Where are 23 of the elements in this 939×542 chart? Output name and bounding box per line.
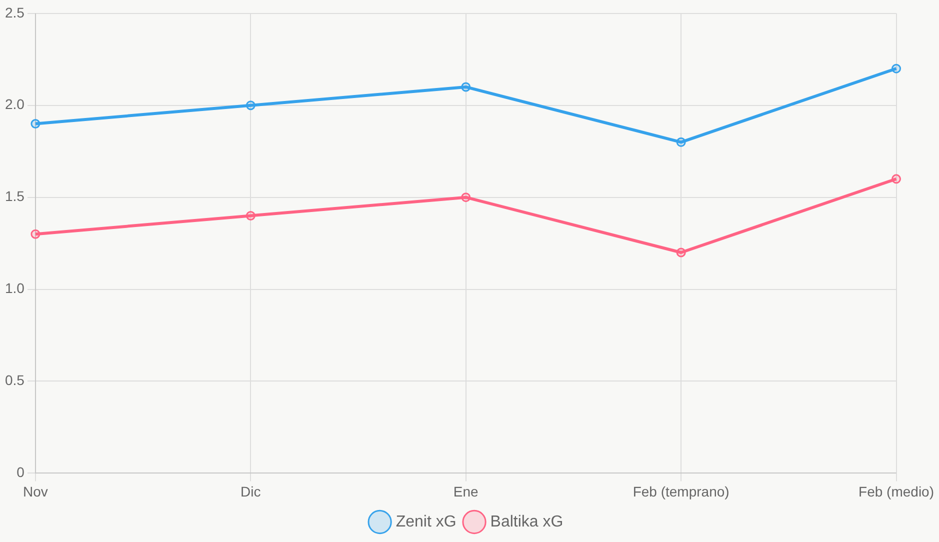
point bbox=[461, 82, 471, 92]
y-tick-label: 0 bbox=[16, 464, 25, 480]
y-tick-label: 2.0 bbox=[4, 96, 25, 112]
point bbox=[30, 229, 40, 239]
y-tick-label: 2.5 bbox=[4, 4, 25, 20]
point bbox=[246, 210, 256, 220]
point bbox=[892, 174, 902, 184]
point bbox=[892, 64, 902, 74]
y-tick-label: 0.5 bbox=[4, 372, 25, 388]
x-tick-label: Feb (temprano) bbox=[632, 483, 730, 500]
point bbox=[30, 119, 40, 128]
y-tick-label: 1.5 bbox=[4, 188, 25, 204]
point bbox=[676, 137, 686, 147]
point bbox=[246, 100, 256, 110]
x-tick-label: Ene bbox=[453, 483, 479, 500]
x-tick-label: Dic bbox=[240, 483, 261, 500]
point bbox=[461, 192, 471, 202]
x-tick-label: Feb (medio) bbox=[858, 483, 934, 500]
x-tick-label: Nov bbox=[23, 483, 48, 500]
y-tick-label: 1.0 bbox=[4, 280, 25, 296]
point bbox=[676, 248, 686, 258]
legend-label: Baltika xG bbox=[490, 513, 564, 530]
legend-label: Zenit xG bbox=[396, 513, 456, 530]
